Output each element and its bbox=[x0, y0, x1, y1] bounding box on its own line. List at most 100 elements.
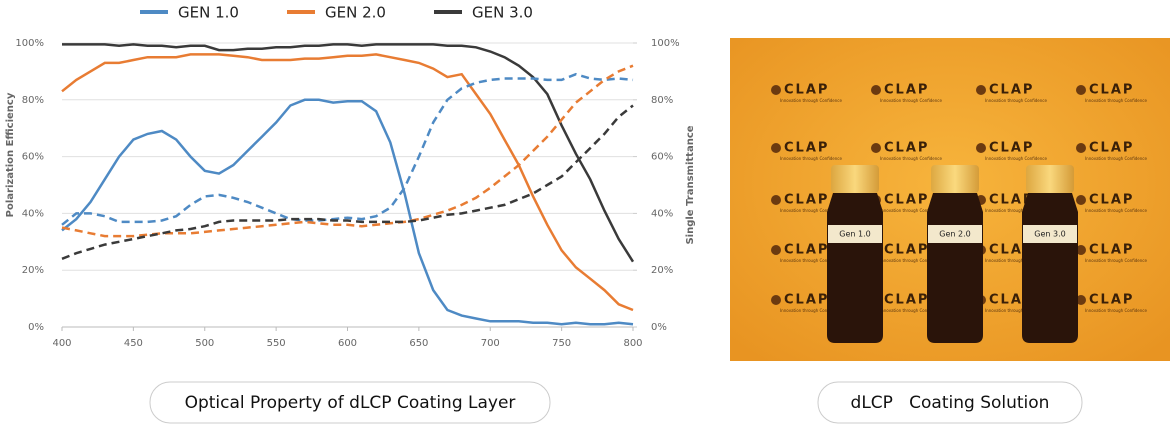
caption: dLCP Coating Solution bbox=[851, 393, 1050, 413]
y-tick-label: 100% bbox=[15, 38, 44, 49]
logo-mark bbox=[771, 245, 781, 255]
x-tick-label: 400 bbox=[52, 338, 71, 349]
bottle-body bbox=[827, 193, 883, 343]
y-tick-label: 80% bbox=[22, 95, 44, 106]
logo-tagline: Innovation through Confidence bbox=[985, 156, 1047, 161]
series-line bbox=[61, 98, 634, 326]
series-line bbox=[61, 64, 634, 238]
logo-mark bbox=[1076, 143, 1086, 153]
bottle-label bbox=[828, 225, 882, 243]
logo-tagline: Innovation through Confidence bbox=[780, 308, 842, 313]
logo-text: CLAP bbox=[884, 83, 929, 98]
y2-tick-label: 40% bbox=[651, 208, 673, 219]
y2-tick-label: 100% bbox=[651, 38, 680, 49]
series-line bbox=[62, 43, 635, 263]
y2-axis-label: Single Transmittance bbox=[685, 125, 696, 244]
x-tick-label: 650 bbox=[409, 338, 428, 349]
logo-text: CLAP bbox=[784, 243, 829, 258]
logo-mark bbox=[871, 143, 881, 153]
bottle-label-text: Gen 1.0 bbox=[839, 230, 870, 239]
logo-tagline: Innovation through Confidence bbox=[985, 258, 1047, 263]
logo-tagline: Innovation through Confidence bbox=[780, 258, 842, 263]
y-tick-label: 20% bbox=[22, 265, 44, 276]
logo-mark bbox=[976, 143, 986, 153]
bottle: Gen 1.0 bbox=[827, 165, 883, 343]
caption-box bbox=[149, 381, 551, 424]
y2-tick-label: 80% bbox=[651, 95, 673, 106]
bottle: Gen 3.0 bbox=[1022, 165, 1078, 343]
logo-tagline: Innovation through Confidence bbox=[1085, 308, 1147, 313]
logo-tagline: Innovation through Confidence bbox=[1085, 156, 1147, 161]
logo-text: CLAP bbox=[784, 293, 829, 308]
bottle-body bbox=[1022, 193, 1078, 343]
bottle-cap bbox=[931, 165, 979, 193]
bottle-cap bbox=[831, 165, 879, 193]
logo-text: CLAP bbox=[1089, 141, 1134, 156]
logo-text: CLAP bbox=[784, 193, 829, 208]
logo-text: CLAP bbox=[989, 83, 1034, 98]
series-line bbox=[61, 53, 634, 312]
logo-mark bbox=[1076, 85, 1086, 95]
logo-mark bbox=[976, 85, 986, 95]
bottle-label-text: Gen 2.0 bbox=[939, 230, 970, 239]
bottle-label-text: Gen 3.0 bbox=[1034, 230, 1065, 239]
logo-text: CLAP bbox=[884, 243, 929, 258]
x-tick-label: 550 bbox=[267, 338, 286, 349]
logo-tagline: Innovation through Confidence bbox=[1085, 208, 1147, 213]
legend-label: GEN 1.0 bbox=[178, 4, 239, 22]
logo-tagline: Innovation through Confidence bbox=[1085, 98, 1147, 103]
logo-tagline: Innovation through Confidence bbox=[780, 98, 842, 103]
y-axis-label: Polarization Efficiency bbox=[5, 92, 16, 217]
bottle-body bbox=[927, 193, 983, 343]
y-tick-label: 60% bbox=[22, 152, 44, 163]
legend-label: GEN 3.0 bbox=[472, 4, 533, 22]
logo-mark bbox=[1076, 245, 1086, 255]
bottle-cap bbox=[1026, 165, 1074, 193]
logo-text: CLAP bbox=[884, 141, 929, 156]
bottle-label bbox=[928, 225, 982, 243]
logo-tagline: Innovation through Confidence bbox=[985, 308, 1047, 313]
caption: Optical Property of dLCP Coating Layer bbox=[185, 393, 516, 413]
y2-tick-label: 60% bbox=[651, 152, 673, 163]
logo-tagline: Innovation through Confidence bbox=[1085, 258, 1147, 263]
logo-text: CLAP bbox=[989, 193, 1034, 208]
caption-box bbox=[817, 381, 1083, 424]
logo-tagline: Innovation through Confidence bbox=[985, 98, 1047, 103]
y2-tick-label: 20% bbox=[651, 265, 673, 276]
x-tick-label: 800 bbox=[623, 338, 642, 349]
logo-text: CLAP bbox=[784, 83, 829, 98]
legend-label: GEN 2.0 bbox=[325, 4, 386, 22]
logo-text: CLAP bbox=[1089, 83, 1134, 98]
logo-text: CLAP bbox=[1089, 193, 1134, 208]
x-tick-label: 500 bbox=[195, 338, 214, 349]
logo-mark bbox=[871, 85, 881, 95]
x-tick-label: 600 bbox=[338, 338, 357, 349]
logo-text: CLAP bbox=[784, 141, 829, 156]
y-tick-label: 40% bbox=[22, 208, 44, 219]
bottle-label bbox=[1023, 225, 1077, 243]
logo-tagline: Innovation through Confidence bbox=[780, 156, 842, 161]
logo-text: CLAP bbox=[989, 243, 1034, 258]
x-tick-label: 450 bbox=[124, 338, 143, 349]
logo-tagline: Innovation through Confidence bbox=[985, 208, 1047, 213]
bottle: Gen 2.0 bbox=[927, 165, 983, 343]
y-tick-label: 0% bbox=[28, 322, 44, 333]
series-line bbox=[61, 104, 634, 260]
y2-tick-label: 0% bbox=[651, 322, 667, 333]
logo-text: CLAP bbox=[989, 293, 1034, 308]
logo-mark bbox=[1076, 195, 1086, 205]
logo-mark bbox=[771, 85, 781, 95]
logo-tagline: Innovation through Confidence bbox=[780, 208, 842, 213]
